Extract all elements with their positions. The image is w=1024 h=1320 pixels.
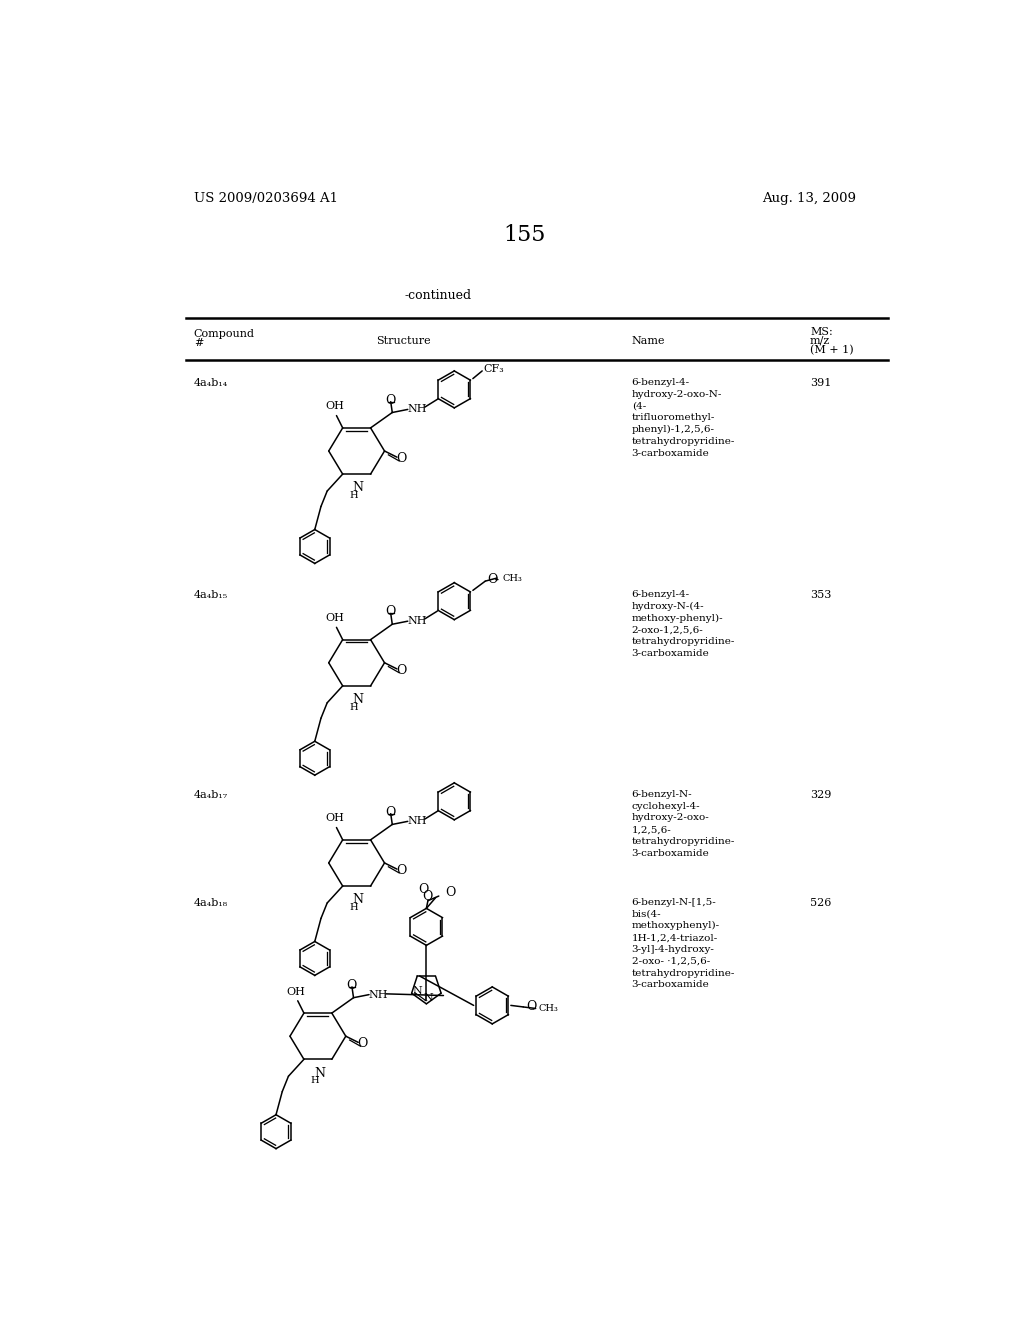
Text: O: O <box>445 887 456 899</box>
Text: OH: OH <box>287 986 305 997</box>
Text: 4a₄b₁₅: 4a₄b₁₅ <box>194 590 228 599</box>
Text: O: O <box>396 453 407 465</box>
Text: NH: NH <box>408 816 427 826</box>
Text: H: H <box>349 491 357 500</box>
Text: O: O <box>346 979 356 991</box>
Text: 6-benzyl-4-
hydroxy-2-oxo-N-
(4-
trifluoromethyl-
phenyl)-1,2,5,6-
tetrahydropyr: 6-benzyl-4- hydroxy-2-oxo-N- (4- trifluo… <box>632 378 735 458</box>
Text: OH: OH <box>326 401 344 412</box>
Text: N: N <box>314 1067 325 1080</box>
Text: 6-benzyl-N-
cyclohexyl-4-
hydroxy-2-oxo-
1,2,5,6-
tetrahydropyridine-
3-carboxam: 6-benzyl-N- cyclohexyl-4- hydroxy-2-oxo-… <box>632 789 735 858</box>
Text: CH₃: CH₃ <box>503 574 522 582</box>
Text: 6-benzyl-4-
hydroxy-N-(4-
methoxy-phenyl)-
2-oxo-1,2,5,6-
tetrahydropyridine-
3-: 6-benzyl-4- hydroxy-N-(4- methoxy-phenyl… <box>632 590 735 657</box>
Text: 6-benzyl-N-[1,5-
bis(4-
methoxyphenyl)-
1H-1,2,4-triazol-
3-yl]-4-hydroxy-
2-oxo: 6-benzyl-N-[1,5- bis(4- methoxyphenyl)- … <box>632 898 735 990</box>
Text: N: N <box>413 986 423 995</box>
Text: 526: 526 <box>810 898 831 908</box>
Text: m/z: m/z <box>810 335 830 346</box>
Text: N: N <box>352 693 364 706</box>
Text: NH: NH <box>369 990 388 999</box>
Text: O: O <box>418 883 428 896</box>
Text: OH: OH <box>326 813 344 824</box>
Text: #: # <box>194 338 203 348</box>
Text: 155: 155 <box>504 224 546 247</box>
Text: NH: NH <box>408 404 427 414</box>
Text: US 2009/0203694 A1: US 2009/0203694 A1 <box>194 191 338 205</box>
Text: Aug. 13, 2009: Aug. 13, 2009 <box>763 191 856 205</box>
Text: O: O <box>385 805 395 818</box>
Text: O: O <box>385 393 395 407</box>
Text: 4a₄b₁₇: 4a₄b₁₇ <box>194 789 228 800</box>
Text: O: O <box>385 606 395 619</box>
Text: O: O <box>526 1001 537 1014</box>
Text: O: O <box>423 890 433 903</box>
Text: H: H <box>349 704 357 711</box>
Text: OH: OH <box>326 612 344 623</box>
Text: O: O <box>486 573 498 586</box>
Text: 4a₄b₁₈: 4a₄b₁₈ <box>194 898 228 908</box>
Text: Compound: Compound <box>194 329 255 339</box>
Text: N: N <box>352 482 364 495</box>
Text: CF₃: CF₃ <box>483 364 505 375</box>
Text: H: H <box>349 903 357 912</box>
Text: N: N <box>352 894 364 907</box>
Text: Structure: Structure <box>376 335 430 346</box>
Text: (M + 1): (M + 1) <box>810 345 854 355</box>
Text: Name: Name <box>632 335 666 346</box>
Text: N: N <box>423 993 433 1003</box>
Text: 4a₄b₁₄: 4a₄b₁₄ <box>194 378 228 388</box>
Text: NH: NH <box>408 616 427 626</box>
Text: MS:: MS: <box>810 326 833 337</box>
Text: -continued: -continued <box>404 289 472 302</box>
Text: 391: 391 <box>810 378 831 388</box>
Text: H: H <box>310 1076 319 1085</box>
Text: O: O <box>396 664 407 677</box>
Text: O: O <box>357 1038 368 1051</box>
Text: 353: 353 <box>810 590 831 599</box>
Text: 329: 329 <box>810 789 831 800</box>
Text: CH₃: CH₃ <box>539 1005 559 1012</box>
Text: O: O <box>396 865 407 878</box>
